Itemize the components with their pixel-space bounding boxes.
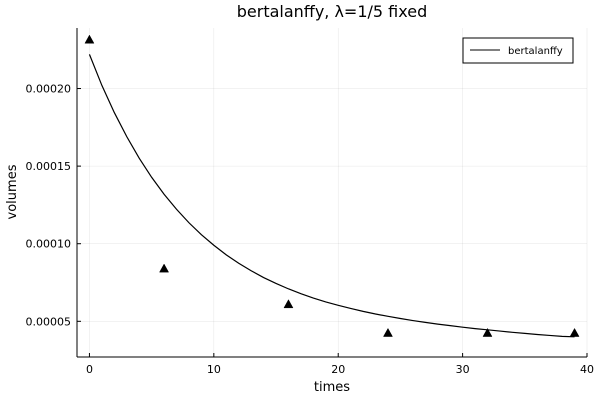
y-tick-label: 0.00010 [26, 238, 72, 251]
axes [76, 28, 587, 358]
data-point-triangle [482, 327, 493, 337]
x-tick-label: 30 [456, 363, 470, 376]
data-point-triangle [569, 327, 580, 337]
data-point-triangle [283, 299, 294, 309]
data-point-triangle [159, 263, 169, 273]
grid-lines [77, 28, 588, 357]
data-point-triangle [383, 327, 393, 337]
x-tick-label: 10 [207, 363, 221, 376]
x-tick-label: 20 [331, 363, 345, 376]
data-point-triangle [84, 34, 95, 44]
series [84, 34, 580, 338]
y-axis-label: volumes [5, 164, 20, 219]
legend: bertalanffy [462, 37, 574, 64]
x-tick-label: 40 [580, 363, 594, 376]
bertalanffy-fit-line [88, 54, 575, 338]
chart-title: bertalanffy, λ=1/5 fixed [237, 2, 427, 21]
x-axis-label: times [314, 380, 350, 395]
y-tick-label: 0.00005 [26, 315, 72, 328]
axis-ticks: 0 10 20 30 40 0.00005 0.00010 0.00015 0.00020 [26, 83, 595, 376]
legend-label: bertalanffy [508, 46, 563, 57]
y-tick-label: 0.00015 [26, 160, 72, 173]
x-tick-label: 0 [86, 363, 93, 376]
y-tick-label: 0.00020 [26, 83, 72, 96]
